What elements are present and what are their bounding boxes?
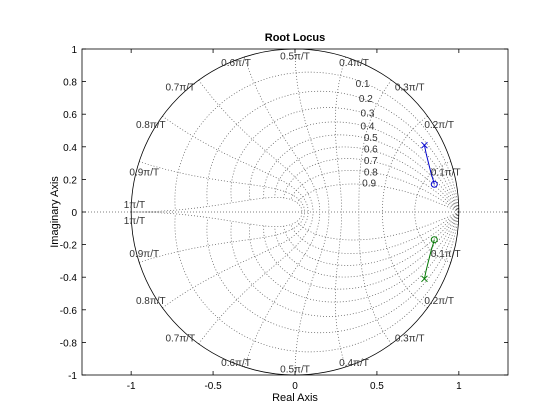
wn-label-lower: 0.7π/T	[165, 334, 195, 345]
wn-curve	[382, 211, 428, 309]
zeta-label: 0.2	[359, 94, 373, 105]
wn-label-lower: 0.9π/T	[129, 249, 159, 260]
y-tick-label: 0.8	[63, 78, 77, 89]
zeta-label: 0.1	[356, 79, 370, 90]
y-tick-label: -0.2	[60, 241, 78, 252]
zeta-curve	[206, 211, 460, 334]
wn-label-upper: 0.1π/T	[431, 167, 461, 178]
wn-label-upper: 1π/T	[124, 200, 145, 211]
zeta-label: 0.4	[361, 122, 375, 133]
y-tick-label: -0.8	[60, 338, 78, 349]
y-tick-label: 0	[71, 208, 77, 219]
wn-label-lower: 0.3π/T	[395, 334, 425, 345]
zeta-curve	[274, 146, 460, 213]
wn-label-upper: 0.6π/T	[221, 58, 251, 69]
zeta-curve	[230, 107, 460, 213]
wn-label-lower: 0.8π/T	[136, 296, 166, 307]
y-tick-label: 0.4	[63, 143, 77, 154]
x-tick-label: -1	[127, 381, 136, 392]
zeta-curve	[263, 134, 460, 213]
wn-label-upper: 0.4π/T	[339, 58, 369, 69]
zeta-label: 0.8	[364, 167, 378, 178]
zeta-curve	[230, 211, 460, 317]
wn-label-lower: 0.4π/T	[339, 358, 369, 369]
pole-stroke	[421, 275, 428, 283]
pole-stroke	[421, 141, 428, 149]
wn-label-upper: 0.7π/T	[165, 82, 195, 93]
pole-marker	[421, 275, 428, 283]
wn-label-lower: 1π/T	[124, 216, 145, 227]
axis-ticks: -1 -0.5 0 0.5 1-1-0.8-0.6-0.4-0.200.20.40.60…	[60, 45, 508, 392]
zeta-curve	[274, 211, 460, 278]
wn-curve	[198, 211, 314, 345]
zeta-curve	[174, 71, 460, 213]
wn-curve	[162, 211, 309, 309]
wn-curve	[414, 211, 451, 263]
wn-curve	[358, 211, 392, 345]
locus-branches	[421, 141, 438, 283]
zeta-curve	[206, 90, 460, 213]
zeta-curve	[263, 211, 460, 290]
zeta-label: 0.5	[364, 133, 378, 144]
wn-label-upper: 0.8π/T	[136, 120, 166, 131]
chart-title: Root Locus	[265, 32, 326, 44]
zero-marker	[430, 236, 438, 244]
wn-curve	[414, 161, 451, 213]
y-tick-label: 1	[71, 45, 77, 56]
zero-marker	[430, 180, 438, 188]
wn-label-lower: 0.6π/T	[221, 358, 251, 369]
wn-label-upper: 0.2π/T	[424, 120, 454, 131]
wn-curve	[358, 79, 392, 213]
wn-label-upper: 0.3π/T	[395, 82, 425, 93]
y-axis-label: Imaginary Axis	[49, 176, 61, 248]
pole-marker	[421, 141, 428, 149]
x-tick-label: 0	[292, 381, 298, 392]
y-tick-label: 0.6	[63, 110, 77, 121]
wn-curve	[198, 79, 314, 213]
y-tick-label: -0.6	[60, 306, 78, 317]
x-tick-label: -0.5	[204, 381, 222, 392]
zeta-label: 0.7	[364, 156, 378, 167]
zeta-label: 0.9	[362, 179, 376, 190]
x-tick-label: 0.5	[370, 381, 384, 392]
y-tick-label: 0.2	[63, 175, 77, 186]
y-tick-label: -0.4	[60, 273, 78, 284]
wn-curve	[334, 56, 346, 213]
wn-curve	[334, 211, 346, 368]
zeta-label: 0.6	[364, 144, 378, 155]
wn-label-lower: 0.5π/T	[280, 364, 310, 375]
wn-label-upper: 0.9π/T	[129, 167, 159, 178]
wn-curve	[382, 115, 428, 213]
wn-label-upper: 0.5π/T	[280, 52, 310, 63]
y-tick-label: -1	[68, 371, 77, 382]
wn-label-lower: 0.1π/T	[431, 249, 461, 260]
zgrid	[82, 48, 508, 376]
zeta-curve	[174, 211, 460, 353]
wn-label-lower: 0.2π/T	[424, 296, 454, 307]
x-axis-label: Real Axis	[272, 392, 318, 404]
zeta-label: 0.3	[361, 109, 375, 120]
x-tick-label: 1	[456, 381, 462, 392]
grid-labels: 0.1 0.2 0.3 0.40.50.60.70.80.9 0.1π/T 0.2π/T 0…	[124, 52, 461, 376]
wn-curve	[162, 115, 309, 213]
